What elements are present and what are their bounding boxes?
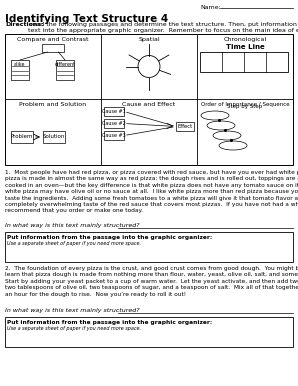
Text: alike: alike — [14, 62, 26, 67]
Bar — [5, 317, 293, 347]
Bar — [5, 34, 293, 165]
Text: Put information from the passage into the graphic organizer:: Put information from the passage into th… — [7, 320, 212, 325]
Text: Chronological: Chronological — [224, 37, 267, 42]
Bar — [104, 131, 124, 140]
Text: 2.  The foundation of every pizza is the crust, and good crust comes from good d: 2. The foundation of every pizza is the … — [5, 266, 298, 296]
Text: Name:: Name: — [200, 5, 221, 10]
Text: 1.  Most people have had red pizza, or pizza covered with red sauce, but have yo: 1. Most people have had red pizza, or pi… — [5, 170, 298, 213]
Text: Use a separate sheet of paper if you need more space.: Use a separate sheet of paper if you nee… — [7, 326, 141, 331]
Text: Cause #2: Cause #2 — [102, 121, 126, 126]
Text: different: different — [55, 62, 76, 67]
Text: Put information from the passage into the graphic organizer:: Put information from the passage into th… — [7, 235, 212, 240]
Text: Cause #1: Cause #1 — [102, 109, 126, 114]
Text: Identifying Text Structure 4: Identifying Text Structure 4 — [5, 14, 168, 24]
Bar — [42, 44, 64, 52]
Text: Effect: Effect — [177, 124, 193, 129]
Text: Directions:: Directions: — [5, 22, 44, 27]
Bar — [5, 232, 293, 262]
Text: Use a separate sheet of paper if you need more space.: Use a separate sheet of paper if you nee… — [7, 241, 141, 246]
Bar — [176, 122, 194, 131]
Text: Step by Step: Step by Step — [227, 104, 263, 109]
Bar — [56, 60, 74, 80]
Bar — [43, 131, 65, 143]
Text: Cause and Effect: Cause and Effect — [122, 102, 176, 107]
Bar — [11, 60, 29, 80]
Bar — [104, 107, 124, 116]
Text: read the following passages and determine the text structure. Then, put informat: read the following passages and determin… — [28, 22, 298, 33]
Text: Time Line: Time Line — [226, 44, 264, 50]
Text: Problem and Solution: Problem and Solution — [19, 102, 86, 107]
Text: Compare and Contrast: Compare and Contrast — [17, 37, 89, 42]
Bar — [11, 131, 33, 143]
Bar — [104, 119, 124, 128]
Bar — [200, 52, 288, 72]
Text: Solution: Solution — [43, 134, 65, 139]
Text: In what way is this text mainly structured?: In what way is this text mainly structur… — [5, 223, 140, 228]
Text: Order of Importance / Sequence: Order of Importance / Sequence — [201, 102, 289, 107]
Text: In what way is this text mainly structured?: In what way is this text mainly structur… — [5, 308, 140, 313]
Text: Problem: Problem — [11, 134, 33, 139]
Text: Cause #3: Cause #3 — [102, 133, 126, 138]
Text: Spatial: Spatial — [138, 37, 160, 42]
